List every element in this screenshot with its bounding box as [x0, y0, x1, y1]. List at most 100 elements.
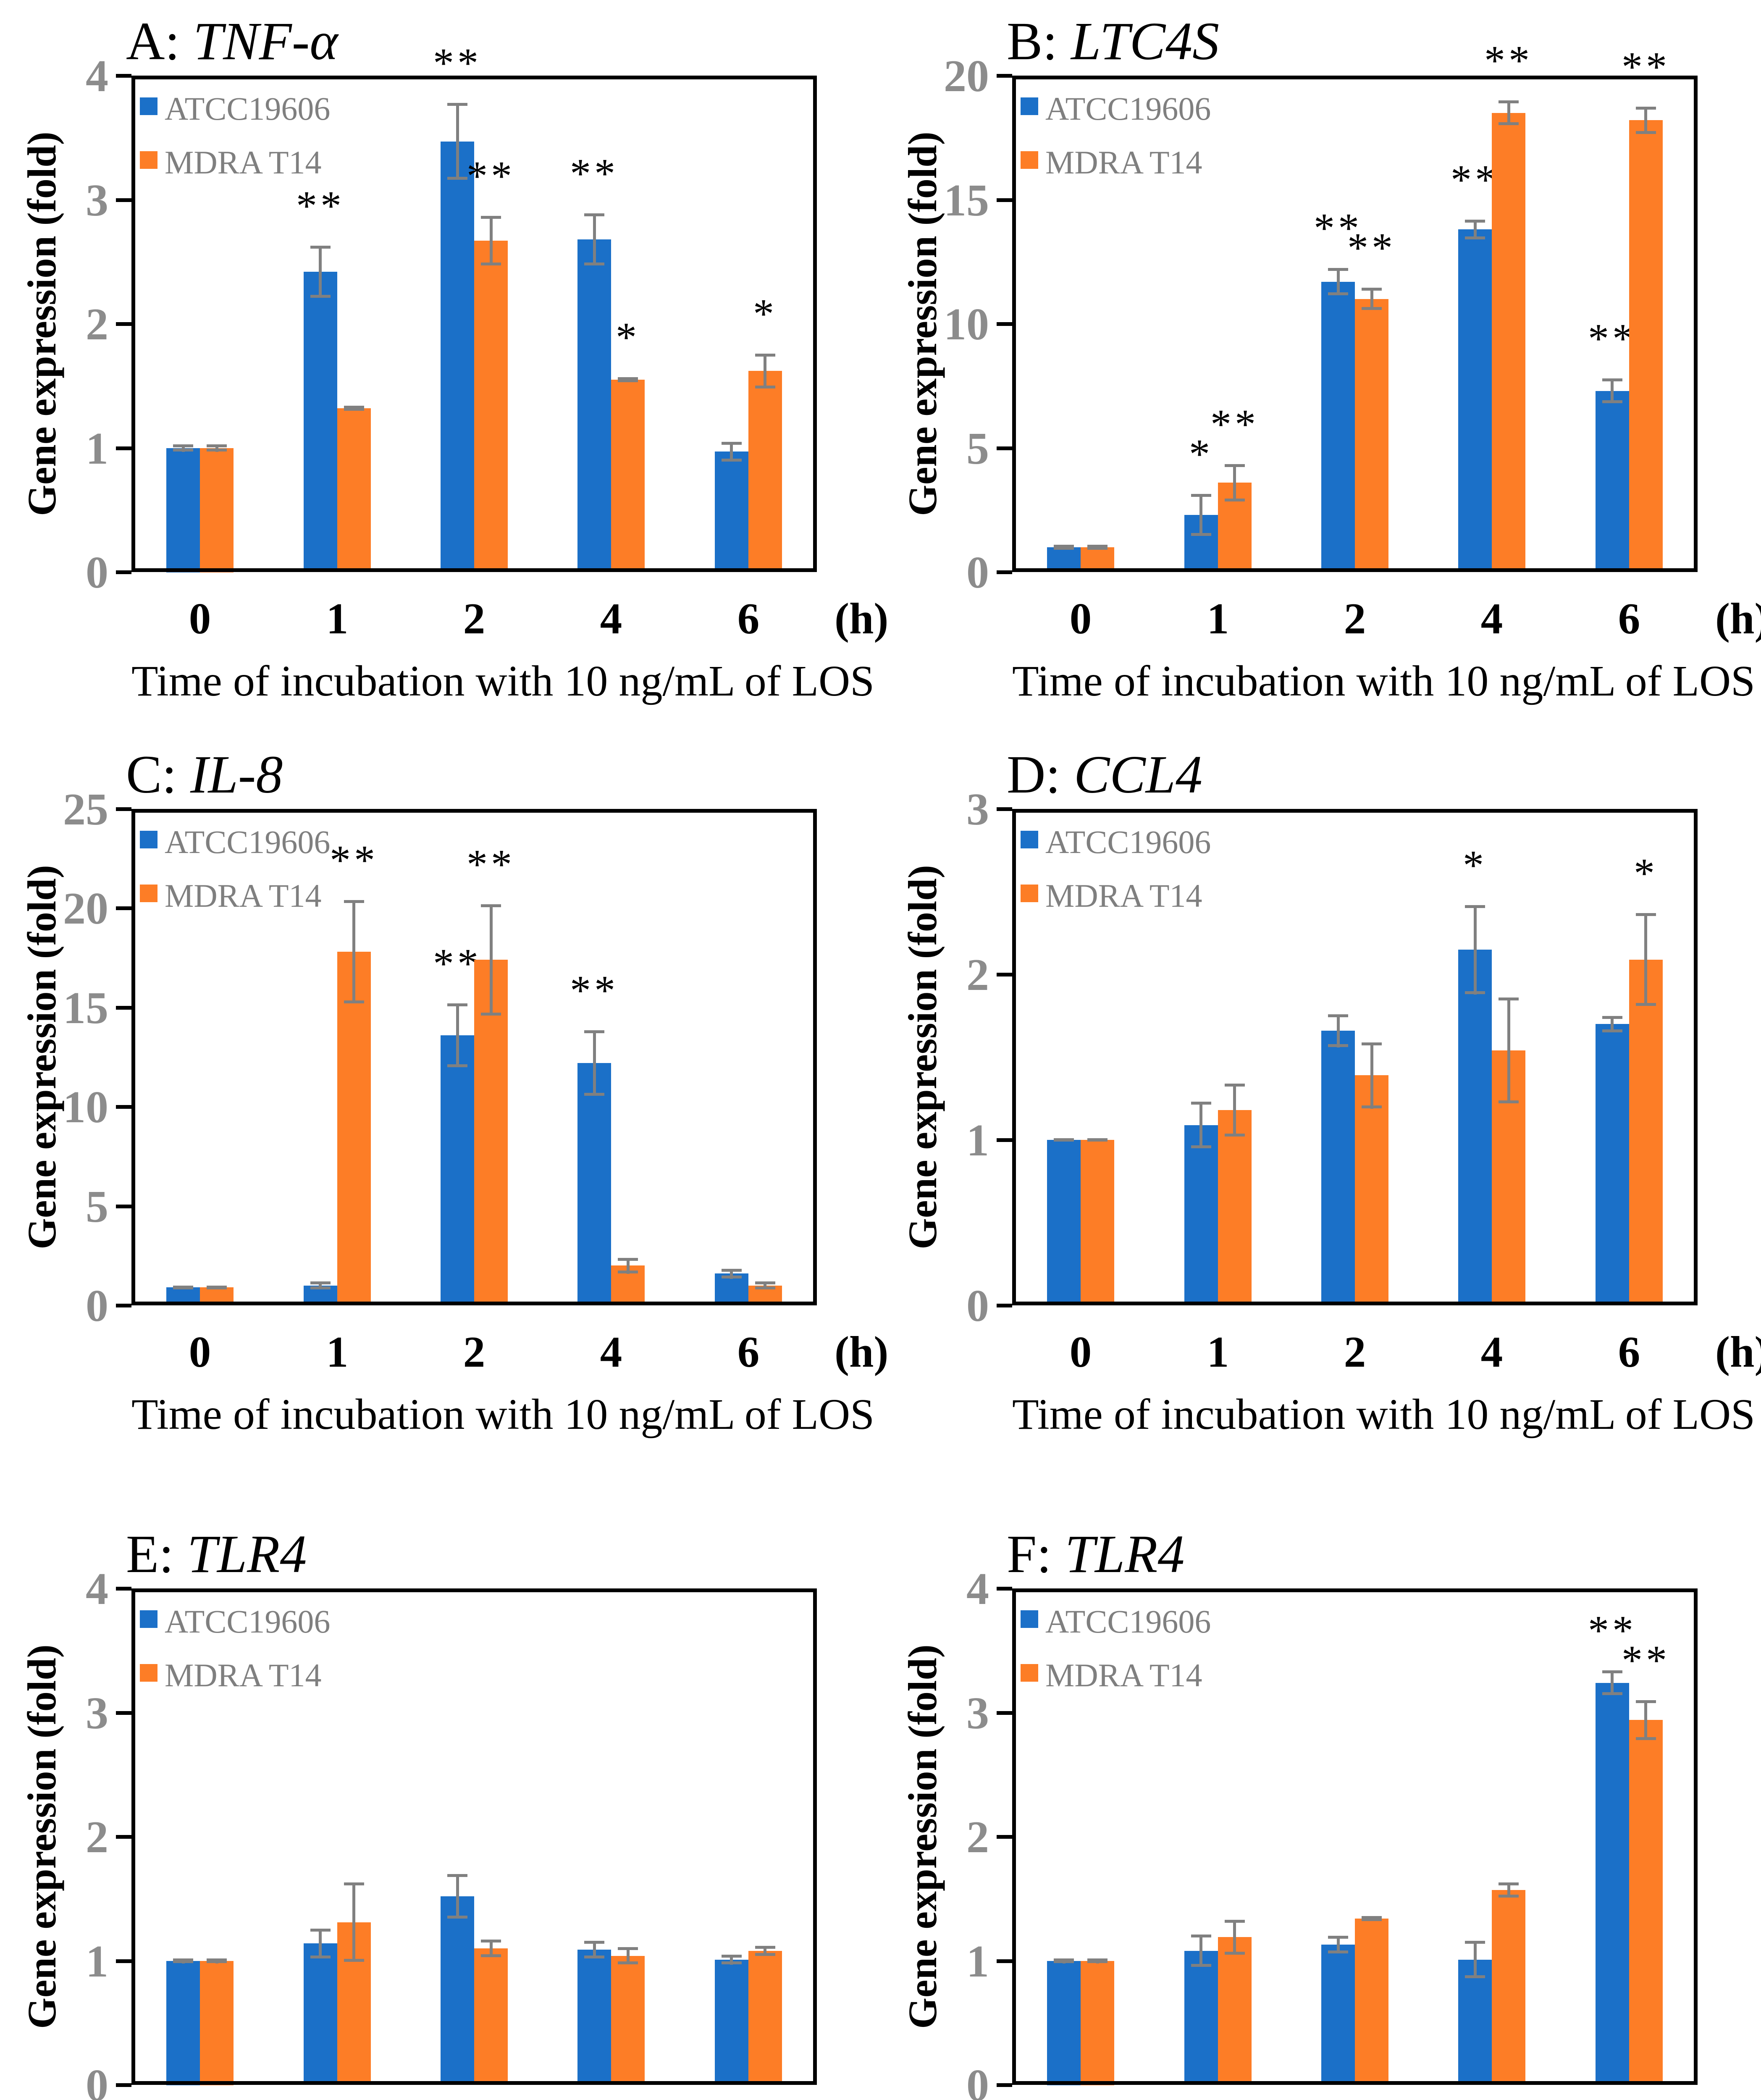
error-bar-cap — [1054, 545, 1074, 548]
error-bar — [1337, 1936, 1340, 1953]
x-tick-label: 1 — [1207, 1327, 1229, 1376]
error-bar-cap — [722, 1269, 742, 1272]
error-bar-cap — [1087, 545, 1108, 548]
error-bar — [1199, 494, 1202, 536]
error-bar-cap — [755, 386, 775, 388]
x-tick-label: 1 — [326, 594, 349, 643]
y-tick-mark — [116, 1304, 131, 1307]
panel-title-letter: F: — [1007, 1524, 1065, 1584]
bar-atcc19606-0 — [1047, 1961, 1081, 2085]
error-bar — [1474, 1941, 1477, 1978]
x-tick-label: 4 — [600, 1327, 622, 1376]
legend-label: MDRA T14 — [165, 144, 322, 181]
error-bar-cap — [310, 1956, 331, 1958]
panel-title: B: LTC4S — [1007, 12, 1219, 71]
error-bar-cap — [1499, 1100, 1519, 1103]
error-bar-cap — [173, 444, 193, 447]
error-bar-cap — [173, 449, 193, 452]
y-tick-mark — [997, 807, 1012, 811]
y-tick-label: 2 — [966, 950, 989, 1000]
error-bar — [490, 1940, 493, 1957]
error-bar — [1233, 464, 1236, 501]
bar-mdra-t14-4 — [1492, 113, 1525, 572]
y-tick-mark — [116, 1105, 131, 1109]
error-bar — [593, 1941, 596, 1958]
error-bar-cap — [1191, 533, 1211, 536]
y-tick-mark — [997, 1711, 1012, 1715]
legend-swatch-atcc19606 — [1021, 97, 1038, 115]
error-bar-cap — [1499, 100, 1519, 103]
y-tick-label: 15 — [944, 176, 989, 226]
y-tick-label: 10 — [63, 1082, 108, 1132]
bar-atcc19606-0 — [166, 448, 200, 572]
legend-label: MDRA T14 — [165, 877, 322, 914]
y-tick-mark — [116, 1205, 131, 1208]
error-bar — [1611, 1016, 1614, 1032]
significance-star: ** — [1314, 205, 1362, 251]
error-bar-cap — [1362, 1042, 1382, 1045]
y-tick-label: 0 — [966, 1281, 989, 1331]
error-bar-cap — [618, 1270, 638, 1273]
x-tick-label: 2 — [1344, 1327, 1366, 1376]
x-tick-label: 6 — [737, 594, 760, 643]
y-tick-mark — [997, 1959, 1012, 1963]
error-bar-cap — [1636, 913, 1656, 916]
y-tick-mark — [116, 570, 131, 574]
x-axis-label: Time of incubation with 10 ng/mL of LOS — [1012, 657, 1755, 705]
x-tick-label: 0 — [189, 594, 211, 643]
error-bar-cap — [1636, 107, 1656, 110]
error-bar-cap — [344, 1959, 364, 1962]
error-bar — [215, 444, 218, 452]
error-bar — [1199, 1935, 1202, 1967]
panel-title: F: TLR4 — [1007, 1525, 1184, 1584]
error-bar-cap — [447, 1916, 467, 1919]
error-bar-cap — [1225, 1084, 1245, 1087]
error-bar-cap — [1191, 1964, 1211, 1967]
y-tick-label: 0 — [86, 548, 108, 598]
y-tick-label: 0 — [966, 548, 989, 598]
legend-swatch-mdra-t14 — [140, 151, 157, 169]
error-bar-cap — [1602, 400, 1622, 403]
error-bar-cap — [1602, 378, 1622, 381]
error-bar-cap — [1602, 1016, 1622, 1019]
y-tick-mark — [116, 1835, 131, 1839]
bar-atcc19606-1 — [304, 272, 337, 572]
legend-swatch-mdra-t14 — [1021, 885, 1038, 902]
y-tick-mark — [997, 446, 1012, 450]
error-bar-cap — [447, 1874, 467, 1877]
y-tick-label: 3 — [86, 1688, 108, 1738]
error-bar — [319, 1281, 322, 1289]
bar-atcc19606-2 — [441, 1035, 474, 1305]
bar-mdra-t14-1 — [337, 408, 371, 572]
error-bar-cap — [1465, 220, 1485, 223]
error-bar-cap — [310, 1286, 331, 1289]
bar-mdra-t14-6 — [748, 1951, 782, 2085]
bar-atcc19606-0 — [166, 1961, 200, 2085]
error-bar-cap — [310, 295, 331, 298]
error-bar — [1507, 1882, 1510, 1897]
legend-label: ATCC19606 — [1045, 824, 1211, 860]
legend-swatch-atcc19606 — [1021, 1610, 1038, 1628]
error-bar-cap — [1636, 131, 1656, 134]
y-tick-mark — [997, 973, 1012, 976]
bar-atcc19606-1 — [1184, 1125, 1218, 1305]
panel-title: A: TNF-α — [126, 12, 338, 71]
significance-star: * — [753, 290, 777, 337]
error-bar — [1644, 913, 1647, 1006]
y-tick-label: 4 — [966, 1564, 989, 1614]
y-tick-label: 10 — [944, 299, 989, 349]
bar-atcc19606-4 — [1458, 950, 1492, 1305]
bar-mdra-t14-1 — [1218, 1110, 1252, 1305]
x-axis-label: Time of incubation with 10 ng/mL of LOS — [1012, 1390, 1755, 1438]
x-axis-unit: (h) — [1715, 1327, 1761, 1376]
bar-atcc19606-6 — [715, 452, 748, 572]
error-bar-cap — [310, 246, 331, 249]
error-bar-cap — [447, 103, 467, 106]
bar-atcc19606-1 — [304, 1943, 337, 2085]
error-bar-cap — [1602, 1029, 1622, 1032]
legend-swatch-mdra-t14 — [140, 1664, 157, 1682]
error-bar — [764, 1281, 766, 1289]
error-bar-cap — [1362, 288, 1382, 291]
error-bar-cap — [618, 1961, 638, 1964]
